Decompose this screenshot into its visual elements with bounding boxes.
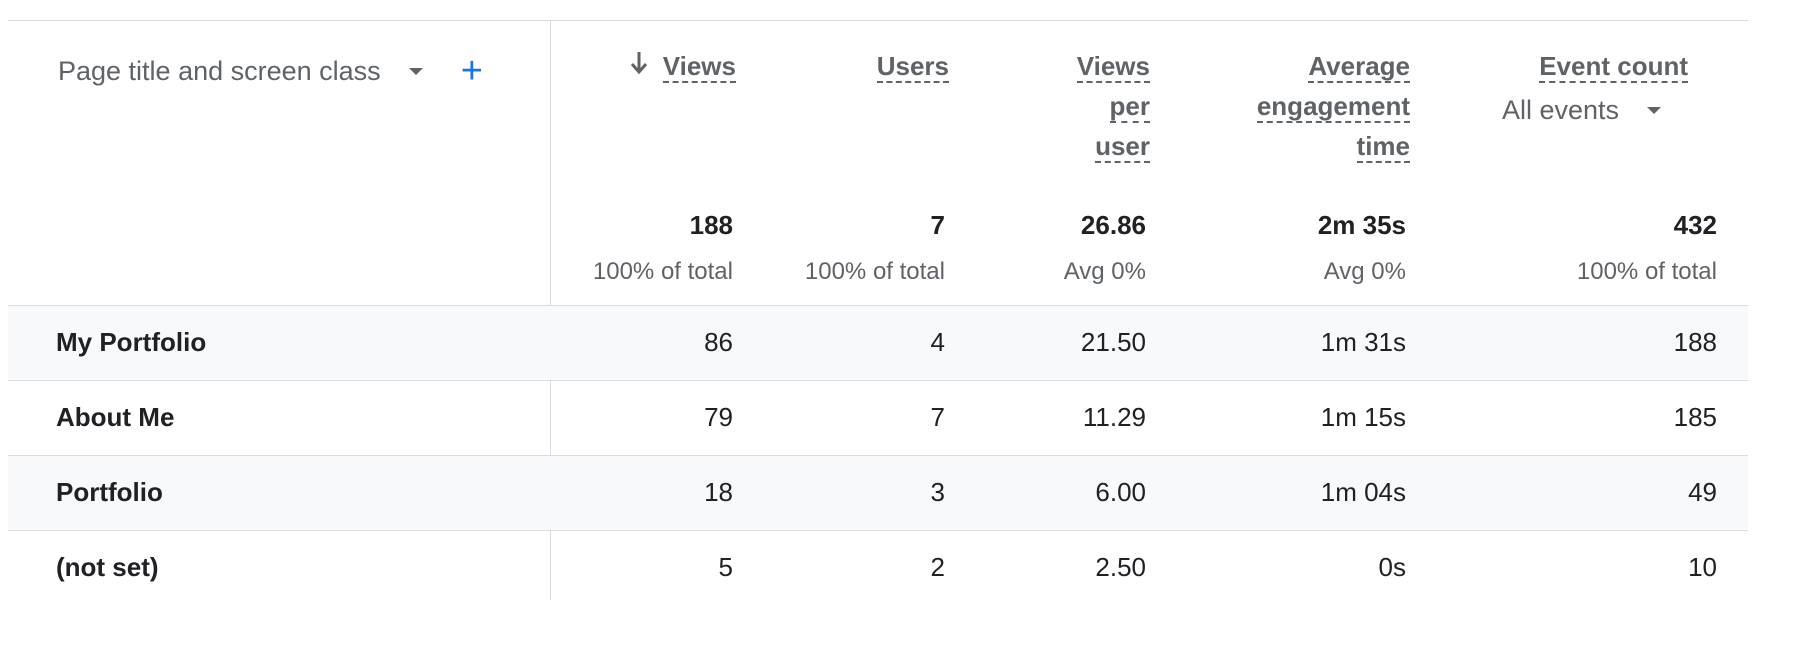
total-event-count: 432 [1673, 210, 1717, 240]
cell-average-engagement-time: 1m 04s [1320, 477, 1406, 507]
column-header-event-count[interactable]: Event count [1539, 51, 1688, 83]
total-event-count-sub: 100% of total [1576, 258, 1717, 285]
table-row[interactable]: (not set) 5 2 2.50 0s 10 [8, 530, 1748, 604]
table-row[interactable]: About Me 79 7 11.29 1m 15s 185 [8, 380, 1748, 454]
cell-views: 5 [718, 552, 733, 582]
total-average-engagement-time: 2m 35s [1317, 210, 1406, 240]
arrow-down-icon [630, 52, 647, 75]
column-header-views[interactable]: Views [560, 46, 736, 86]
caret-down-icon[interactable] [408, 67, 423, 75]
row-label: (not set) [56, 552, 159, 582]
plus-icon[interactable]: + [460, 50, 483, 92]
total-views: 188 [689, 210, 733, 240]
event-filter-dropdown[interactable]: All events [1502, 92, 1662, 128]
cell-users: 7 [930, 402, 945, 432]
total-views-per-user-sub: Avg 0% [1063, 258, 1146, 285]
cell-views-per-user: 11.29 [1082, 402, 1146, 432]
table-row[interactable]: My Portfolio 86 4 21.50 1m 31s 188 [8, 305, 1748, 379]
cell-views: 18 [704, 477, 733, 507]
cell-views: 79 [704, 402, 733, 432]
cell-event-count: 188 [1673, 327, 1717, 357]
table-row[interactable]: Portfolio 18 3 6.00 1m 04s 49 [8, 455, 1748, 529]
event-filter-label: All events [1502, 94, 1620, 125]
column-header-average-engagement-time[interactable]: Average engagement time [1256, 51, 1410, 163]
cell-users: 3 [930, 477, 945, 507]
total-users-sub: 100% of total [804, 258, 945, 285]
data-table [8, 20, 1748, 601]
cell-views-per-user: 2.50 [1095, 552, 1146, 582]
caret-down-icon [1647, 106, 1662, 114]
cell-views-per-user: 6.00 [1095, 477, 1146, 507]
row-label: My Portfolio [56, 327, 207, 357]
dimension-label: Page title and screen class [58, 55, 381, 86]
cell-views: 86 [704, 327, 733, 357]
column-header-users[interactable]: Users [876, 51, 949, 83]
total-views-per-user: 26.86 [1080, 210, 1146, 240]
cell-event-count: 49 [1688, 477, 1717, 507]
cell-average-engagement-time: 0s [1378, 552, 1406, 582]
cell-users: 2 [930, 552, 945, 582]
total-views-sub: 100% of total [592, 258, 733, 285]
total-average-engagement-time-sub: Avg 0% [1323, 258, 1406, 285]
cell-event-count: 10 [1688, 552, 1717, 582]
cell-event-count: 185 [1673, 402, 1717, 432]
cell-average-engagement-time: 1m 31s [1320, 327, 1406, 357]
total-users: 7 [930, 210, 945, 240]
dimension-selector[interactable]: Page title and screen class + [58, 50, 483, 92]
row-label: About Me [56, 402, 175, 432]
column-header-views-per-user[interactable]: Views per user [1076, 51, 1150, 163]
cell-views-per-user: 21.50 [1080, 327, 1146, 357]
cell-users: 4 [930, 327, 945, 357]
cell-average-engagement-time: 1m 15s [1320, 402, 1406, 432]
row-label: Portfolio [56, 477, 163, 507]
